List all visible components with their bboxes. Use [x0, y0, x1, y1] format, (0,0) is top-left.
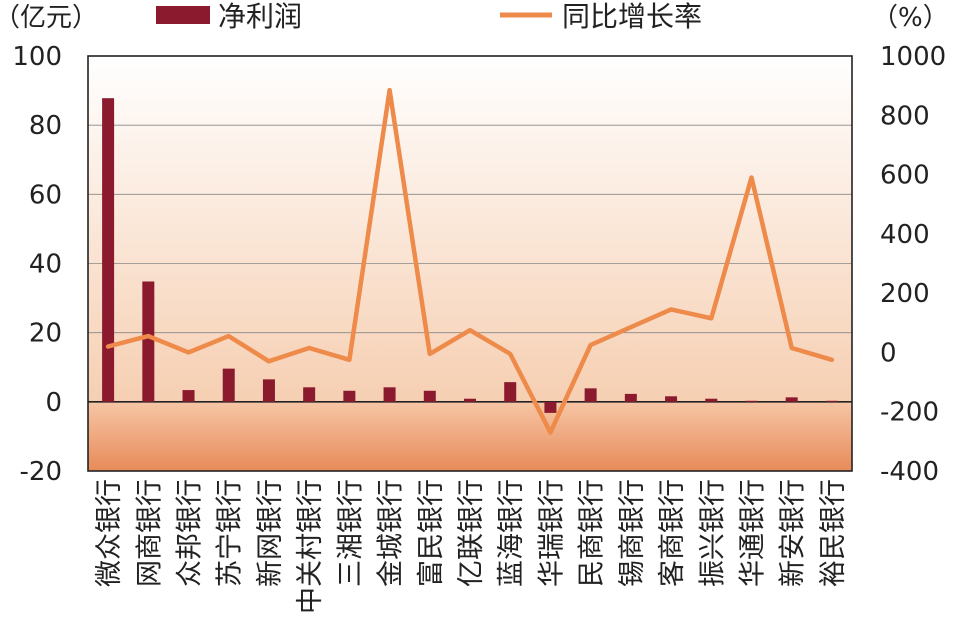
plot-area-negative	[88, 401, 852, 471]
right-tick-label: 200	[880, 279, 930, 309]
category-label: 华通银行	[738, 479, 769, 587]
left-tick-label: 20	[29, 319, 62, 349]
category-label: 振兴银行	[697, 479, 728, 587]
left-tick-label: 40	[29, 250, 62, 280]
left-tick-label: 0	[45, 388, 62, 418]
bar-2	[182, 390, 195, 402]
bar-15	[705, 398, 718, 402]
category-label: 新网银行	[255, 479, 286, 587]
right-tick-label: 400	[880, 220, 930, 250]
bar-9	[464, 398, 476, 402]
bar-16	[745, 400, 758, 402]
category-label: 亿联银行	[456, 479, 487, 587]
category-label: 金城银行	[376, 479, 407, 587]
category-label: 众邦银行	[175, 479, 206, 587]
left-axis-unit: （亿元）	[0, 3, 98, 33]
category-label: 华瑞银行	[536, 479, 567, 587]
bar-17	[785, 397, 798, 402]
legend-bar-swatch	[156, 6, 210, 24]
bar-10	[504, 382, 517, 402]
left-tick-label: 60	[29, 180, 62, 210]
left-tick-label: 100	[12, 42, 62, 72]
right-tick-label: 800	[880, 101, 930, 131]
legend: 净利润 同比增长率	[156, 0, 702, 33]
bar-14	[665, 396, 678, 402]
right-tick-label: 1000	[880, 42, 946, 72]
bar-8	[423, 390, 436, 402]
category-label: 锡商银行	[617, 479, 648, 587]
left-tick-label: 80	[29, 111, 62, 141]
category-label: 微众银行	[94, 479, 125, 587]
category-label: 新安银行	[778, 479, 809, 587]
category-label: 苏宁银行	[215, 479, 246, 587]
category-label: 客商银行	[657, 479, 688, 587]
right-axis-unit: （%）	[872, 3, 949, 33]
category-labels: 微众银行 网商银行 众邦银行 苏宁银行 新网银行 中关村银行 三湘银行 金城银行 富民银行 亿联银…	[94, 479, 849, 614]
plot-area-positive	[88, 56, 852, 402]
category-label: 蓝海银行	[496, 479, 527, 587]
bar-12	[584, 388, 597, 402]
right-axis-ticks: -400 -200 0 200 400 600 800 1000	[880, 42, 946, 487]
right-tick-label: 600	[880, 161, 930, 191]
bar-4	[262, 379, 275, 402]
bar-13	[624, 393, 637, 402]
bar-1	[142, 281, 155, 402]
category-label: 富民银行	[416, 479, 447, 587]
category-label: 中关村银行	[295, 479, 326, 614]
left-axis-ticks: -20 0 20 40 60 80 100	[12, 42, 62, 487]
category-label: 网商银行	[134, 479, 165, 587]
bar-6	[343, 390, 356, 402]
plot-background	[88, 56, 852, 471]
bar-7	[383, 387, 396, 402]
bar-5	[303, 387, 316, 402]
profit-bars	[102, 98, 838, 413]
bar-3	[222, 368, 235, 402]
category-label: 三湘银行	[335, 479, 366, 587]
left-tick-label: -20	[20, 457, 62, 487]
right-tick-label: -200	[880, 398, 939, 428]
legend-line-label: 同比增长率	[562, 0, 702, 33]
bar-0	[102, 98, 115, 402]
axes	[87, 55, 853, 472]
legend-bar-label: 净利润	[218, 0, 302, 33]
growth-line-path	[105, 87, 835, 435]
category-label: 裕民银行	[818, 479, 849, 587]
category-label: 民商银行	[577, 479, 608, 587]
right-tick-label: -400	[880, 457, 939, 487]
plot-frame	[87, 55, 853, 472]
right-tick-label: 0	[880, 338, 897, 368]
bar-18	[825, 400, 838, 402]
growth-line	[105, 87, 835, 435]
bar-11	[544, 401, 557, 413]
